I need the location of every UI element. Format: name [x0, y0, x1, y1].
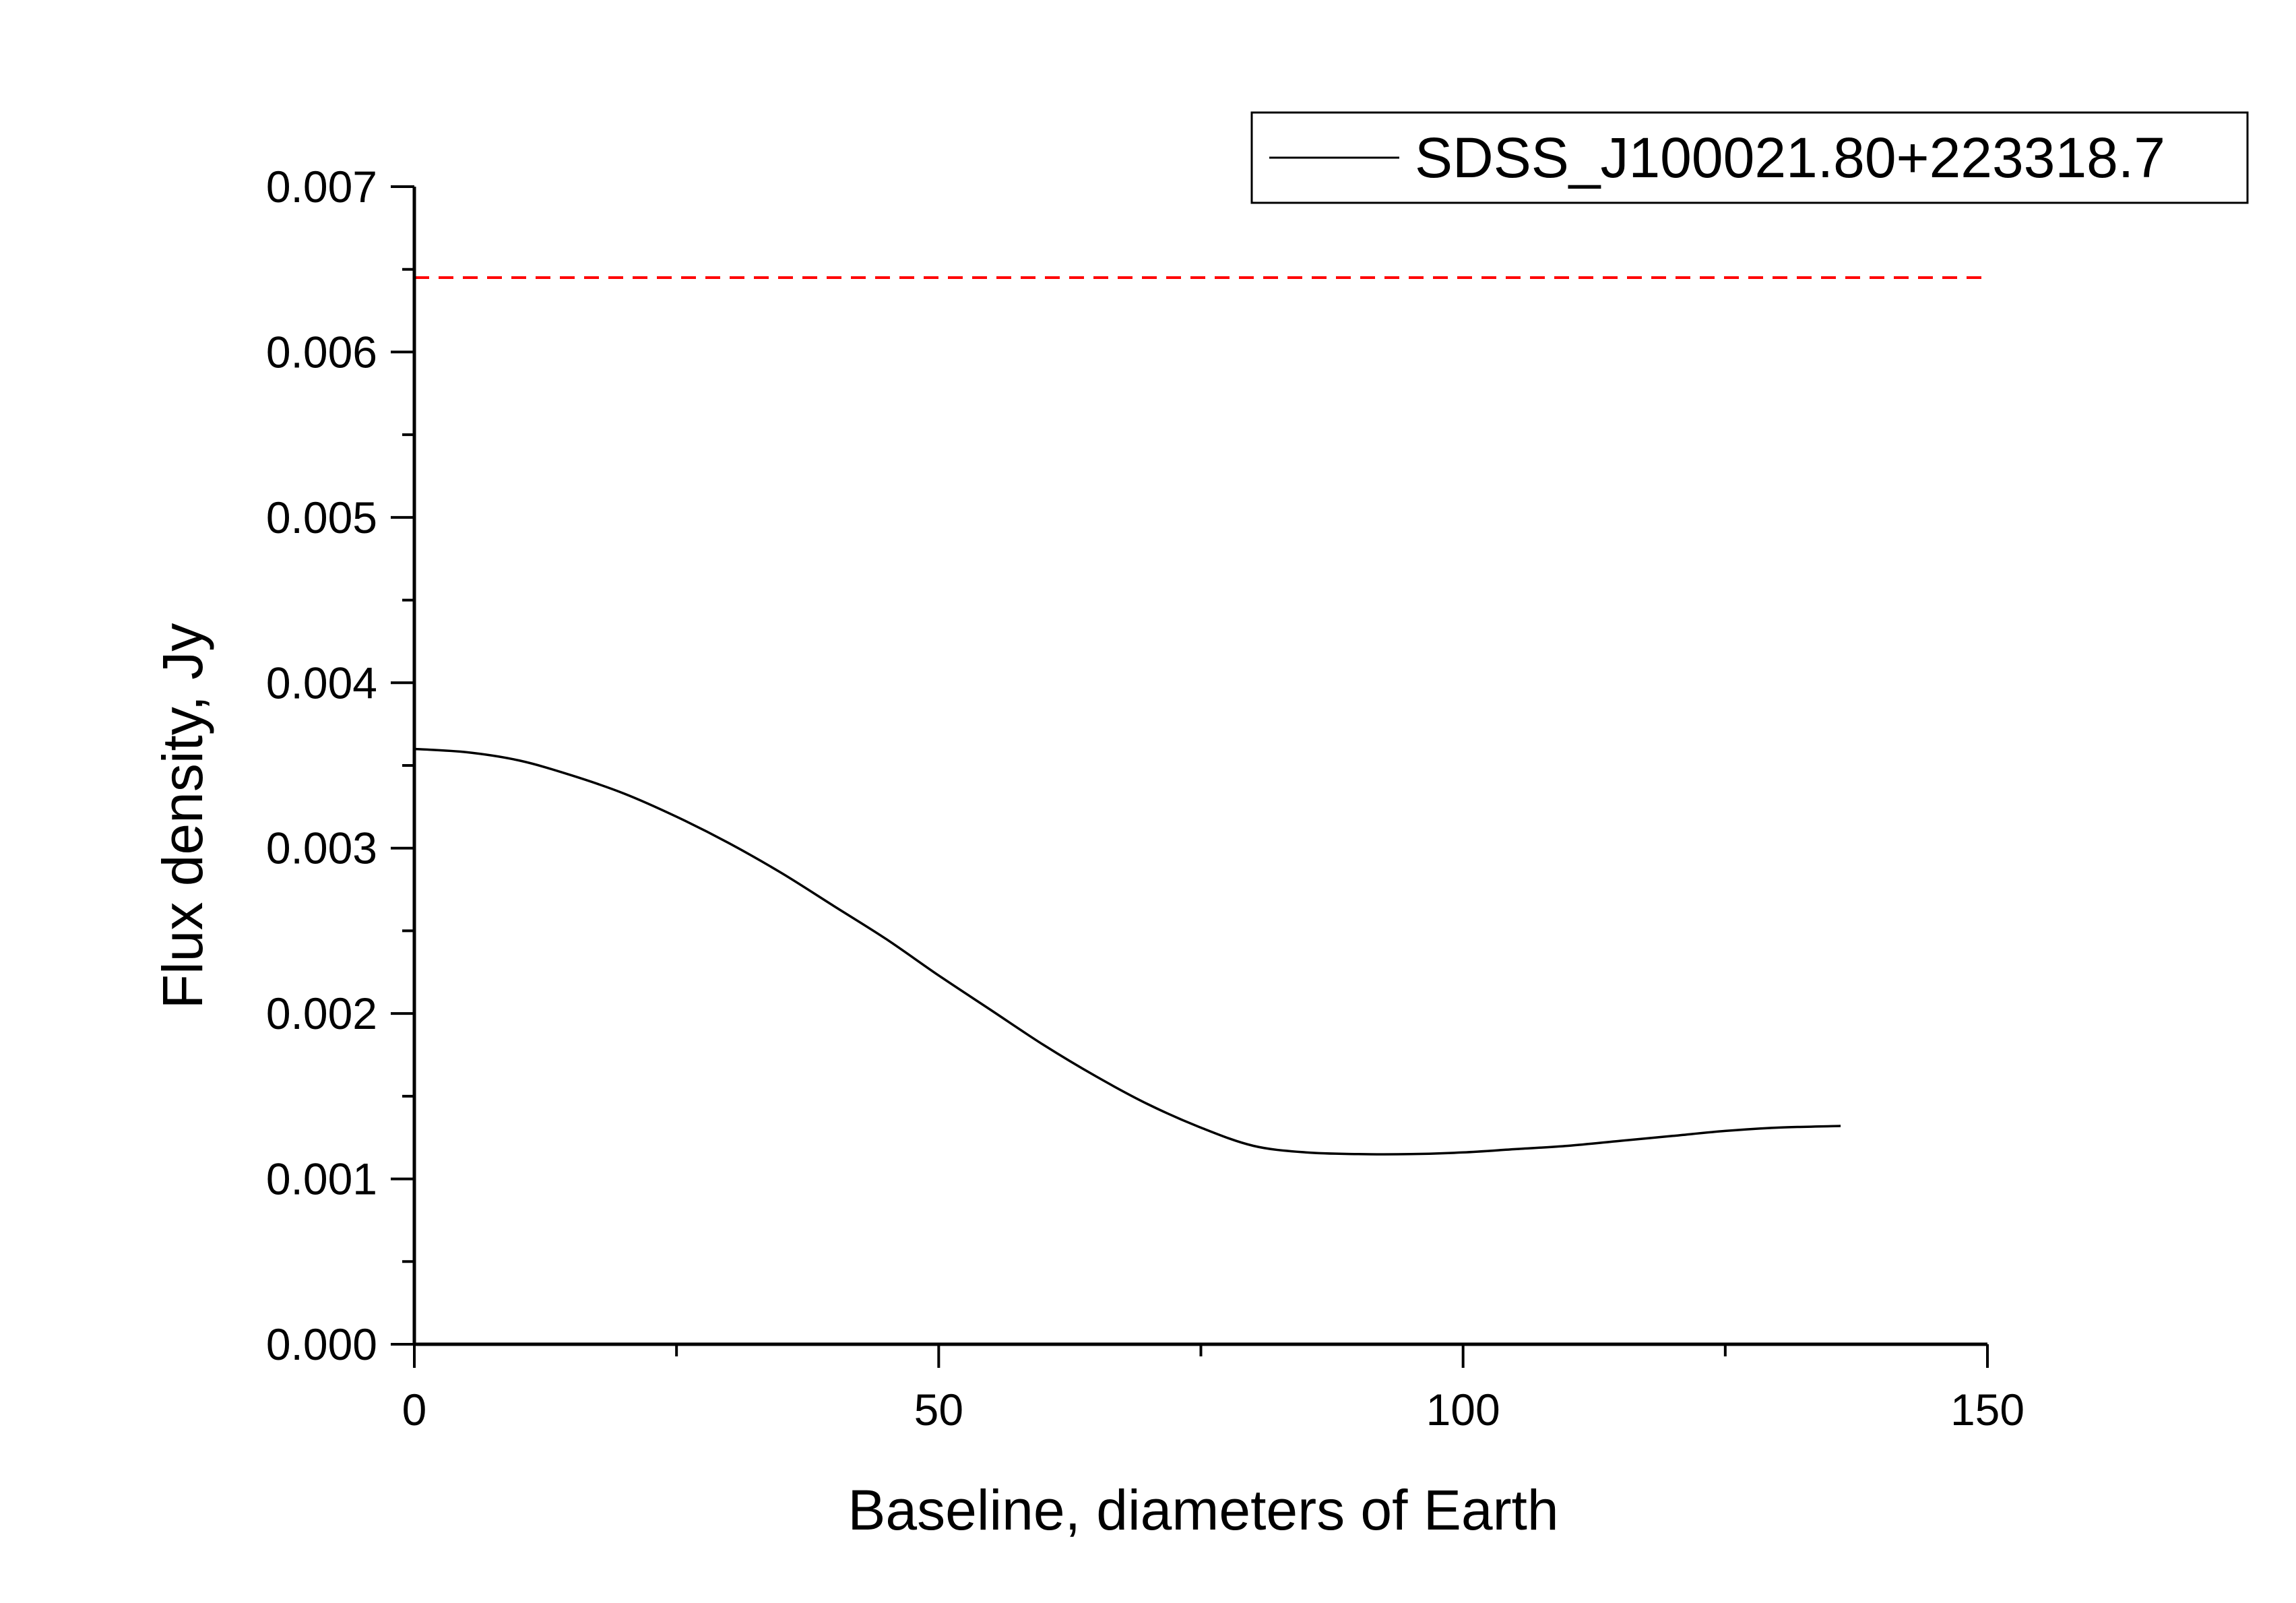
x-tick-label: 100	[1426, 1385, 1500, 1435]
x-tick-label: 50	[914, 1385, 963, 1435]
x-tick-label: 150	[1950, 1385, 2024, 1435]
axes	[412, 187, 1987, 1346]
y-tick-label: 0.006	[266, 327, 377, 377]
y-tick-label: 0.002	[266, 988, 377, 1038]
y-tick-label: 0.005	[266, 493, 377, 542]
legend-box	[1250, 111, 2249, 204]
y-tick-label: 0.003	[266, 823, 377, 873]
ticks	[391, 185, 1989, 1368]
y-tick-label: 0.000	[266, 1319, 377, 1369]
x-axis-title: Baseline, diameters of Earth	[848, 1478, 1558, 1542]
x-tick-label: 0	[402, 1385, 427, 1435]
tick-labels: 0.000 0.001 0.002 0.003 0.004 0.005 0.006 0.007…	[266, 162, 2024, 1435]
y-tick-label: 0.007	[266, 162, 377, 212]
plot-area	[414, 276, 1987, 1156]
y-tick-label: 0.004	[266, 658, 377, 708]
legend-label: SDSS_J100021.80+223318.7	[1415, 126, 2165, 189]
y-tick-label: 0.001	[266, 1154, 377, 1204]
series-line	[414, 747, 1841, 1156]
legend: SDSS_J100021.80+223318.7	[1250, 111, 2249, 204]
y-axis-title: Flux density, Jy	[151, 623, 214, 1009]
